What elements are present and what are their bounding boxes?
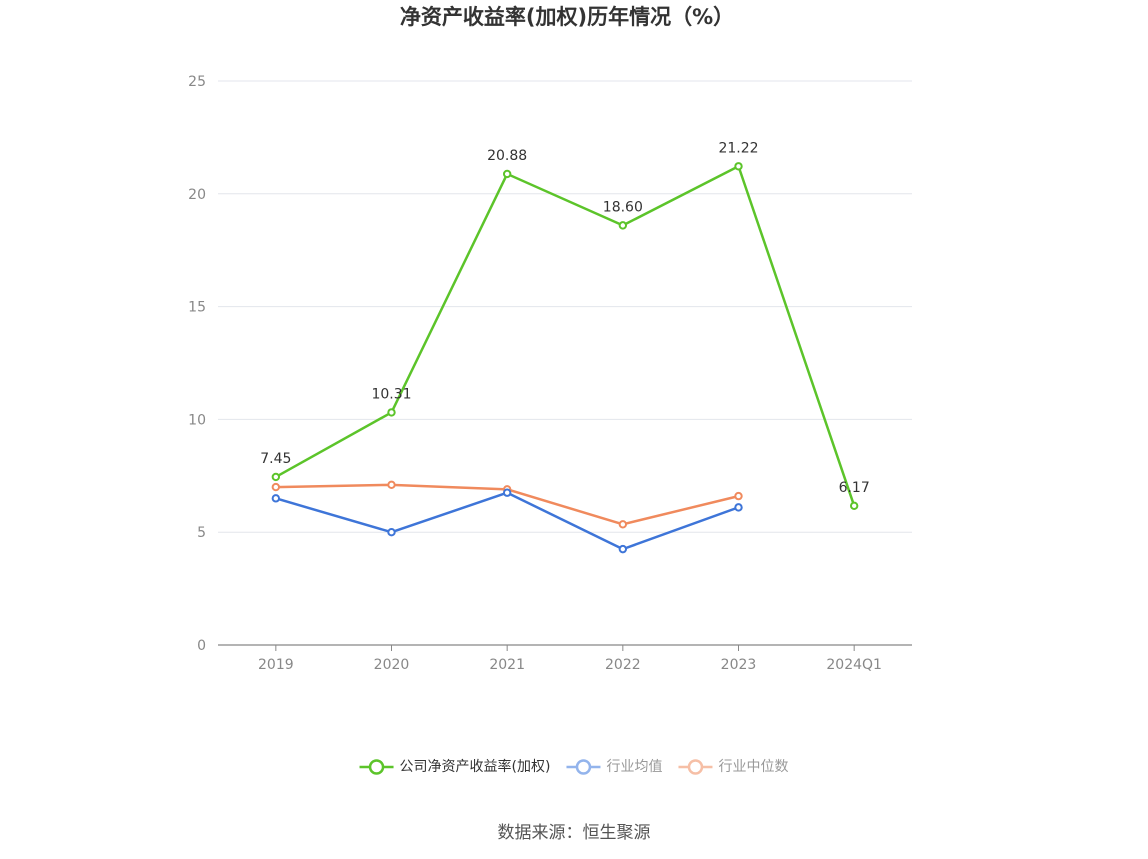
legend-marker-icon xyxy=(687,759,704,775)
y-tick-label: 15 xyxy=(188,300,206,316)
x-tick-label: 2023 xyxy=(721,657,757,673)
data-label: 7.45 xyxy=(260,451,291,467)
axes: 0 5 10 15 20 25 2019 2020 2021 2022 2023 2024Q1 xyxy=(188,74,912,673)
data-point xyxy=(734,491,743,501)
series-line xyxy=(275,491,739,551)
legend-marker-icon xyxy=(368,759,385,775)
legend-label: 公司净资产收益率(加权) xyxy=(400,758,551,775)
x-tick-label: 2022 xyxy=(605,657,641,673)
data-point xyxy=(502,488,512,497)
y-tick-label: 10 xyxy=(188,412,206,428)
x-tick-label: 2019 xyxy=(258,657,294,673)
data-point xyxy=(271,494,281,503)
data-point xyxy=(271,472,281,482)
legend-label: 行业中位数 xyxy=(718,759,788,775)
x-tick-label: 2020 xyxy=(374,657,410,673)
data-point xyxy=(734,162,743,171)
data-point xyxy=(271,482,281,492)
data-point xyxy=(849,501,859,511)
x-tick-label: 2021 xyxy=(489,657,525,673)
y-tick-label: 0 xyxy=(197,638,206,654)
legend-label: 行业均值 xyxy=(606,759,662,775)
data-point xyxy=(618,221,628,230)
data-label: 18.60 xyxy=(603,199,643,215)
series-line xyxy=(275,165,856,507)
data-point xyxy=(387,480,396,490)
chart-title: 净资产收益率(加权)历年情况（%） xyxy=(400,5,734,29)
x-tick-label: 2024Q1 xyxy=(826,657,882,673)
legend-marker-icon xyxy=(575,759,592,775)
data-point xyxy=(618,520,628,529)
grid-lines xyxy=(218,80,912,533)
data-label: 21.22 xyxy=(718,140,758,156)
data-point xyxy=(387,528,396,537)
data-point xyxy=(387,408,396,417)
data-label: 20.88 xyxy=(487,148,527,164)
data-point xyxy=(618,544,628,554)
series-lines xyxy=(271,162,859,554)
y-tick-label: 20 xyxy=(188,187,206,203)
source-note: 数据来源：恒生聚源 xyxy=(498,823,651,843)
y-tick-label: 5 xyxy=(197,525,206,541)
data-label: 6.17 xyxy=(839,480,870,496)
data-label: 10.31 xyxy=(371,386,411,402)
data-point xyxy=(502,169,512,179)
legend: 公司净资产收益率(加权) 行业均值 行业中位数 xyxy=(359,758,788,775)
y-tick-label: 25 xyxy=(188,74,206,90)
data-point xyxy=(734,503,743,512)
data-labels: 7.45 10.31 20.88 18.60 21.22 6.17 xyxy=(260,140,870,496)
